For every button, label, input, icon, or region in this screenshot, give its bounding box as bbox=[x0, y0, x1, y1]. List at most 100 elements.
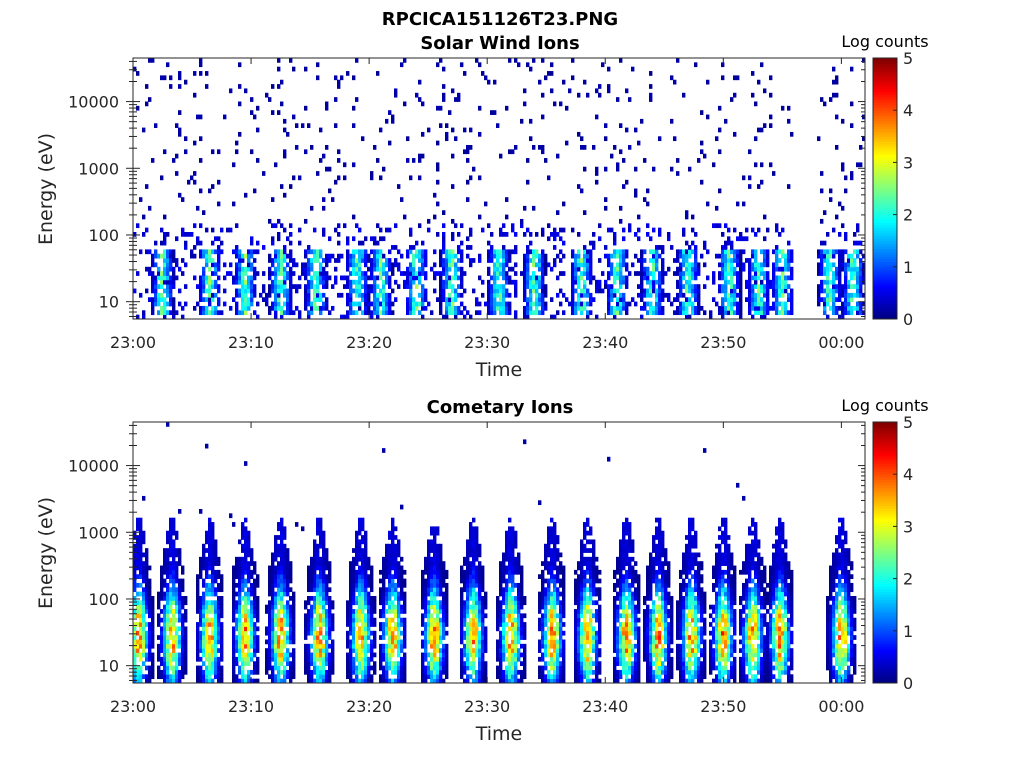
heatmap-cell bbox=[457, 245, 461, 250]
heatmap-cell bbox=[241, 284, 245, 289]
heatmap-cell bbox=[358, 543, 362, 549]
heatmap-cell bbox=[202, 561, 206, 566]
heatmap-cell bbox=[319, 539, 323, 545]
heatmap-cell bbox=[388, 639, 392, 645]
heatmap-cell bbox=[766, 258, 770, 263]
heatmap-cell bbox=[211, 639, 215, 645]
heatmap-cell bbox=[163, 630, 167, 636]
heatmap-cell bbox=[562, 79, 566, 85]
heatmap-cell bbox=[334, 97, 338, 102]
heatmap-cell bbox=[316, 574, 320, 579]
heatmap-cell bbox=[397, 639, 401, 645]
heatmap-cell bbox=[403, 600, 407, 606]
heatmap-cell bbox=[655, 249, 659, 255]
heatmap-cell bbox=[361, 591, 365, 597]
heatmap-cell bbox=[841, 310, 845, 316]
heatmap-cell bbox=[250, 635, 254, 640]
heatmap-cell bbox=[166, 609, 170, 614]
heatmap-cell bbox=[790, 275, 794, 281]
heatmap-cell bbox=[640, 314, 644, 320]
heatmap-cell bbox=[211, 556, 215, 562]
heatmap-cell bbox=[328, 275, 332, 281]
heatmap-cell bbox=[685, 271, 689, 276]
heatmap-cell bbox=[217, 674, 221, 680]
heatmap-cell bbox=[199, 596, 203, 601]
heatmap-cell bbox=[403, 656, 407, 662]
heatmap-cell bbox=[166, 310, 170, 316]
heatmap-cell bbox=[703, 240, 707, 246]
heatmap-cell bbox=[835, 288, 839, 294]
heatmap-cell bbox=[175, 639, 179, 645]
heatmap-cell bbox=[721, 253, 725, 259]
heatmap-cell bbox=[325, 591, 329, 597]
heatmap-cell bbox=[508, 305, 512, 311]
heatmap-cell bbox=[754, 101, 758, 107]
heatmap-cell bbox=[730, 305, 734, 311]
heatmap-cell bbox=[736, 249, 740, 255]
heatmap-cell bbox=[760, 262, 764, 268]
heatmap-cell bbox=[652, 262, 656, 268]
heatmap-cell bbox=[739, 232, 743, 237]
heatmap-cell bbox=[328, 609, 332, 614]
heatmap-cell bbox=[427, 548, 431, 553]
heatmap-cell bbox=[157, 622, 161, 627]
heatmap-cell bbox=[256, 105, 260, 111]
heatmap-cell bbox=[367, 626, 371, 632]
heatmap-cell bbox=[373, 600, 377, 606]
heatmap-cell bbox=[388, 574, 392, 579]
heatmap-cell bbox=[658, 232, 662, 237]
heatmap-cell bbox=[199, 249, 203, 255]
heatmap-cell bbox=[283, 253, 287, 259]
heatmap-cell bbox=[829, 249, 833, 255]
heatmap-cell bbox=[676, 292, 680, 298]
heatmap-cell bbox=[643, 275, 647, 281]
heatmap-cell bbox=[649, 310, 653, 316]
heatmap-cell bbox=[385, 587, 389, 593]
heatmap-cell bbox=[613, 271, 617, 276]
heatmap-cell bbox=[322, 271, 326, 276]
heatmap-cell bbox=[382, 284, 386, 289]
heatmap-cell bbox=[682, 301, 686, 307]
heatmap-cell bbox=[220, 622, 224, 627]
heatmap-cell bbox=[373, 669, 377, 675]
heatmap-cell bbox=[388, 556, 392, 562]
heatmap-cell bbox=[319, 674, 323, 680]
heatmap-cell bbox=[538, 301, 542, 307]
heatmap-cell bbox=[694, 245, 698, 250]
heatmap-cell bbox=[136, 535, 140, 540]
heatmap-cell bbox=[451, 305, 455, 311]
heatmap-cell bbox=[691, 275, 695, 281]
heatmap-cell bbox=[385, 301, 389, 307]
heatmap-cell bbox=[790, 305, 794, 311]
heatmap-cell bbox=[490, 301, 494, 307]
heatmap-cell bbox=[286, 604, 290, 610]
heatmap-cell bbox=[421, 240, 425, 246]
heatmap-cell bbox=[139, 582, 143, 588]
heatmap-cell bbox=[652, 258, 656, 263]
heatmap-cell bbox=[313, 678, 317, 684]
heatmap-cell bbox=[136, 643, 140, 649]
heatmap-cell bbox=[397, 539, 401, 545]
heatmap-cell bbox=[214, 617, 218, 623]
heatmap-cell bbox=[445, 305, 449, 311]
heatmap-cell bbox=[682, 92, 686, 98]
heatmap-cell bbox=[748, 310, 752, 316]
heatmap-cell bbox=[697, 301, 701, 307]
heatmap-cell bbox=[196, 648, 200, 653]
heatmap-cell bbox=[199, 600, 203, 606]
heatmap-cell bbox=[364, 613, 368, 619]
heatmap-cell bbox=[208, 678, 212, 684]
heatmap-cell bbox=[619, 301, 623, 307]
heatmap-cell bbox=[289, 665, 293, 671]
heatmap-cell bbox=[178, 84, 182, 89]
heatmap-cell bbox=[739, 284, 743, 289]
heatmap-cell bbox=[739, 288, 743, 294]
heatmap-cell bbox=[691, 271, 695, 276]
heatmap-cell bbox=[319, 617, 323, 623]
heatmap-cell bbox=[841, 258, 845, 263]
heatmap-cell bbox=[583, 249, 587, 255]
heatmap-cell bbox=[328, 600, 332, 606]
heatmap-cell bbox=[382, 262, 386, 268]
heatmap-cell bbox=[199, 253, 203, 259]
heatmap-cell bbox=[838, 292, 842, 298]
